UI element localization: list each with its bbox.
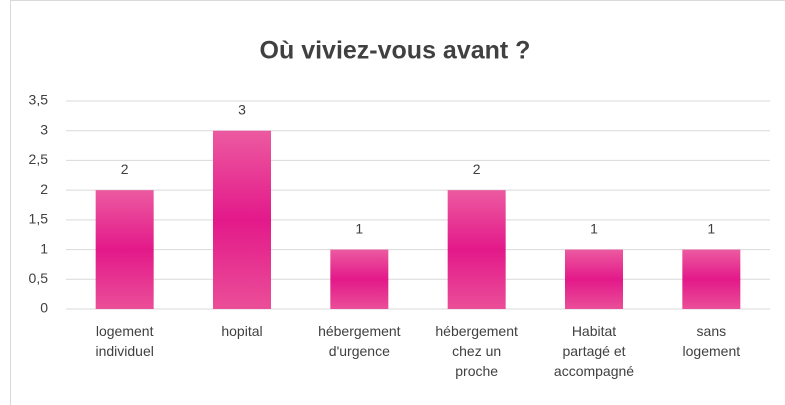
bar: [330, 249, 389, 309]
data-label: 1: [355, 220, 363, 236]
x-tick-label: hopital: [221, 323, 263, 339]
y-tick-label: 0: [40, 300, 48, 316]
y-tick-label: 0,5: [29, 270, 49, 286]
data-label: 3: [238, 101, 246, 117]
chart-title: Où viviez-vous avant ?: [260, 37, 531, 65]
y-tick-label: 3,5: [29, 92, 49, 108]
x-tick-label: hébergement chez un proche: [435, 323, 518, 379]
bar: [95, 190, 154, 309]
bar: [565, 249, 623, 309]
y-tick-label: 1,5: [29, 211, 49, 227]
y-tick-label: 3: [40, 121, 48, 137]
data-label: 1: [707, 220, 715, 236]
chart-border: [10, 0, 785, 405]
y-tick-label: 2: [40, 181, 48, 197]
data-label: 2: [473, 161, 481, 177]
bar: [682, 249, 741, 309]
y-tick-label: 2,5: [29, 151, 49, 167]
data-label: 1: [590, 220, 598, 236]
x-tick-label: sans logement: [682, 323, 741, 359]
x-tick-label: Habitat partagé et accompagné: [553, 323, 635, 379]
data-label: 2: [121, 161, 129, 177]
x-tick-label: hébergement d'urgence: [318, 323, 401, 359]
bar: [213, 130, 271, 309]
x-tick-label: logement individuel: [95, 323, 154, 359]
y-tick-label: 1: [40, 240, 48, 256]
bar: [447, 190, 506, 309]
